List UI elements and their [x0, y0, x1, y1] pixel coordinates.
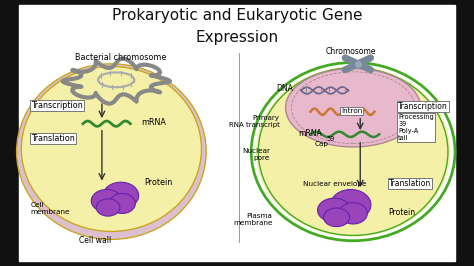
- Text: Nuclear envelope: Nuclear envelope: [303, 181, 367, 186]
- Text: Expression: Expression: [195, 30, 279, 45]
- Text: Intron: Intron: [341, 108, 363, 114]
- Ellipse shape: [17, 64, 206, 239]
- FancyBboxPatch shape: [19, 5, 455, 261]
- Ellipse shape: [91, 189, 122, 212]
- Ellipse shape: [285, 69, 420, 147]
- Ellipse shape: [109, 194, 136, 213]
- Text: mRNA: mRNA: [299, 128, 322, 138]
- Ellipse shape: [96, 199, 120, 216]
- Text: mRNA: mRNA: [141, 118, 166, 127]
- Text: Cell
membrane: Cell membrane: [31, 202, 70, 215]
- Text: Transcription: Transcription: [398, 102, 448, 111]
- Text: DNA: DNA: [276, 84, 293, 93]
- Text: Translation: Translation: [389, 179, 431, 188]
- Text: Nuclear
pore: Nuclear pore: [242, 148, 270, 161]
- Text: Primary
RNA transcript: Primary RNA transcript: [229, 115, 280, 127]
- Ellipse shape: [318, 198, 351, 222]
- Ellipse shape: [339, 203, 367, 224]
- Text: Bacterial chromosome: Bacterial chromosome: [75, 53, 166, 62]
- Ellipse shape: [323, 208, 349, 227]
- Text: Transcription: Transcription: [31, 101, 82, 110]
- Text: Cap: Cap: [315, 141, 329, 147]
- Ellipse shape: [21, 66, 201, 231]
- Text: Cell wall: Cell wall: [79, 236, 111, 245]
- Text: Protein: Protein: [145, 178, 173, 187]
- Ellipse shape: [256, 66, 450, 237]
- Text: Processing
39
Poly-A
tail: Processing 39 Poly-A tail: [398, 114, 434, 141]
- Text: Protein: Protein: [389, 208, 416, 217]
- Text: Plasma
membrane: Plasma membrane: [233, 213, 273, 226]
- Text: Translation: Translation: [31, 134, 74, 143]
- Ellipse shape: [331, 189, 371, 220]
- Ellipse shape: [103, 182, 138, 209]
- Text: Prokaryotic and Eukaryotic Gene: Prokaryotic and Eukaryotic Gene: [112, 9, 362, 23]
- Text: Chromosome: Chromosome: [326, 47, 376, 56]
- Text: 59: 59: [326, 136, 335, 142]
